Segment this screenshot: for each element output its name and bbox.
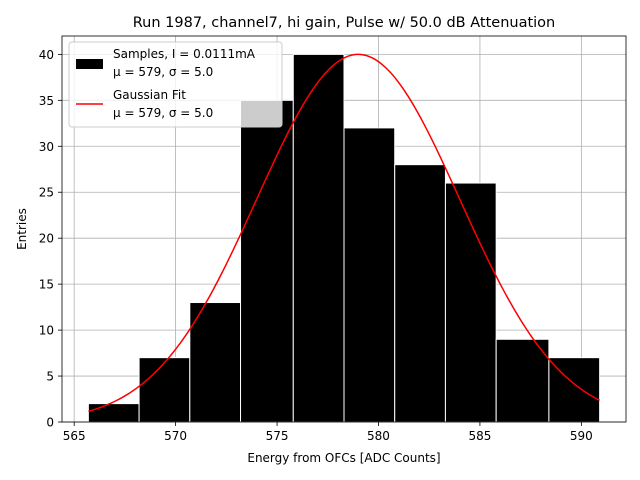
histogram-bar xyxy=(189,302,242,423)
y-axis-ticks: 0 5 10 15 20 25 30 35 40 xyxy=(39,48,62,430)
y-tick-label: 10 xyxy=(39,324,54,338)
x-axis-ticks: 565 570 575 580 585 590 xyxy=(63,422,593,443)
y-tick-label: 20 xyxy=(39,232,54,246)
chart-title: Run 1987, channel7, hi gain, Pulse w/ 50… xyxy=(133,15,556,31)
y-tick-label: 15 xyxy=(39,278,54,292)
x-tick-label: 590 xyxy=(570,429,593,443)
histogram-bar xyxy=(138,357,191,423)
histogram-bar xyxy=(240,99,294,423)
legend-samples-stats: μ = 579, σ = 5.0 xyxy=(113,65,213,79)
x-tick-label: 575 xyxy=(266,429,289,443)
y-tick-label: 25 xyxy=(39,186,54,200)
gaussian-fit-curve xyxy=(88,53,600,413)
x-tick-label: 570 xyxy=(164,429,187,443)
legend-fit-label: Gaussian Fit xyxy=(113,88,186,102)
legend-samples-label: Samples, I = 0.0111mA xyxy=(113,47,256,61)
legend: Samples, I = 0.0111mA μ = 579, σ = 5.0 G… xyxy=(68,41,283,128)
histogram-bar xyxy=(495,338,550,423)
histogram-bar xyxy=(394,164,446,423)
y-tick-label: 30 xyxy=(39,140,54,154)
y-tick-label: 0 xyxy=(46,416,54,430)
histogram-bar xyxy=(343,127,396,423)
y-tick-label: 5 xyxy=(46,370,54,384)
legend-fit-stats: μ = 579, σ = 5.0 xyxy=(113,106,213,120)
legend-samples-swatch xyxy=(76,59,103,69)
axes-frame xyxy=(61,35,627,423)
histogram-bar xyxy=(444,182,497,423)
y-tick-label: 35 xyxy=(39,94,54,108)
x-tick-label: 565 xyxy=(63,429,86,443)
histogram-bar xyxy=(87,403,140,423)
x-tick-label: 580 xyxy=(367,429,390,443)
x-axis-label: Energy from OFCs [ADC Counts] xyxy=(247,451,440,465)
y-axis-label: Entries xyxy=(15,208,29,250)
x-tick-label: 585 xyxy=(468,429,491,443)
legend-box xyxy=(68,41,283,128)
y-tick-label: 40 xyxy=(39,48,54,62)
histogram-bars xyxy=(87,53,601,423)
histogram-bar xyxy=(292,53,345,423)
